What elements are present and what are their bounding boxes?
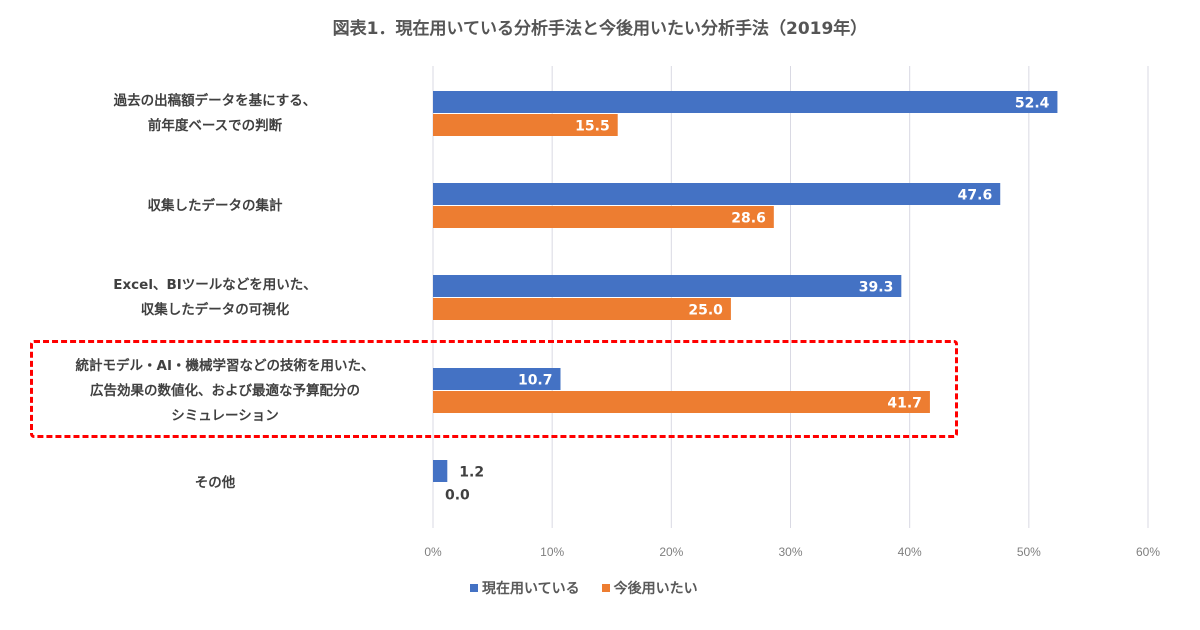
legend: 現在用いている 今後用いたい xyxy=(470,578,698,598)
bar-future xyxy=(433,298,731,320)
x-tick-label: 40% xyxy=(898,545,922,559)
data-label: 28.6 xyxy=(731,211,766,227)
category-label-line: 前年度ベースでの判断 xyxy=(147,118,283,134)
category-label-line: 収集したデータの可視化 xyxy=(140,302,290,318)
data-label: 52.4 xyxy=(1015,96,1050,112)
chart-title: 図表1．現在用いている分析手法と今後用いたい分析手法（2019年） xyxy=(332,19,868,39)
legend-swatch-future xyxy=(601,584,610,592)
legend-item-future: 今後用いたい xyxy=(601,578,698,598)
data-label: 10.7 xyxy=(518,373,553,389)
bar-future xyxy=(433,206,774,228)
category-label: 過去の出稿額データを基にする、 前年度ベースでの判断 xyxy=(10,89,420,139)
data-label: 39.3 xyxy=(859,280,894,296)
category-label-line: Excel、BIツールなどを用いた、 xyxy=(113,277,317,293)
x-tick-label: 20% xyxy=(659,545,683,559)
bar-current xyxy=(433,183,1001,205)
legend-label-future: 今後用いたい xyxy=(613,581,698,597)
bar-current xyxy=(433,275,902,297)
x-tick-label: 50% xyxy=(1017,545,1041,559)
bar-current xyxy=(433,368,561,390)
data-label: 15.5 xyxy=(575,119,610,135)
category-label: 収集したデータの集計 xyxy=(10,194,420,219)
data-label: 0.0 xyxy=(445,488,470,504)
x-tick-label: 0% xyxy=(424,545,442,559)
x-tick-label: 10% xyxy=(540,545,564,559)
bar-current xyxy=(433,460,448,482)
data-label: 41.7 xyxy=(887,396,922,412)
bar-future xyxy=(433,114,618,136)
bar-future xyxy=(433,391,930,413)
category-label-line: シミュレーション xyxy=(171,407,279,424)
category-label-line: 広告効果の数値化、および最適な予算配分の xyxy=(90,382,360,399)
category-label-line: 過去の出稿額データを基にする、 xyxy=(113,93,317,109)
bar-current xyxy=(433,91,1058,113)
category-label: 統計モデル・AI・機械学習などの技術を用いた、 広告効果の数値化、および最適な予算… xyxy=(20,354,430,429)
category-label-line: 統計モデル・AI・機械学習などの技術を用いた、 xyxy=(75,357,375,374)
category-label: その他 xyxy=(10,471,420,496)
legend-item-current: 現在用いている xyxy=(470,578,580,598)
category-label-line: 収集したデータの集計 xyxy=(147,197,283,214)
data-label: 47.6 xyxy=(958,188,993,204)
x-tick-label: 30% xyxy=(778,545,802,559)
category-label-line: その他 xyxy=(194,474,236,491)
x-tick-label: 60% xyxy=(1136,545,1160,559)
legend-label-current: 現在用いている xyxy=(482,581,580,597)
highlight-box xyxy=(30,340,958,438)
data-label: 1.2 xyxy=(459,465,484,481)
legend-swatch-current xyxy=(470,584,478,592)
category-label: Excel、BIツールなどを用いた、 収集したデータの可視化 xyxy=(10,273,420,323)
data-label: 25.0 xyxy=(688,303,723,319)
